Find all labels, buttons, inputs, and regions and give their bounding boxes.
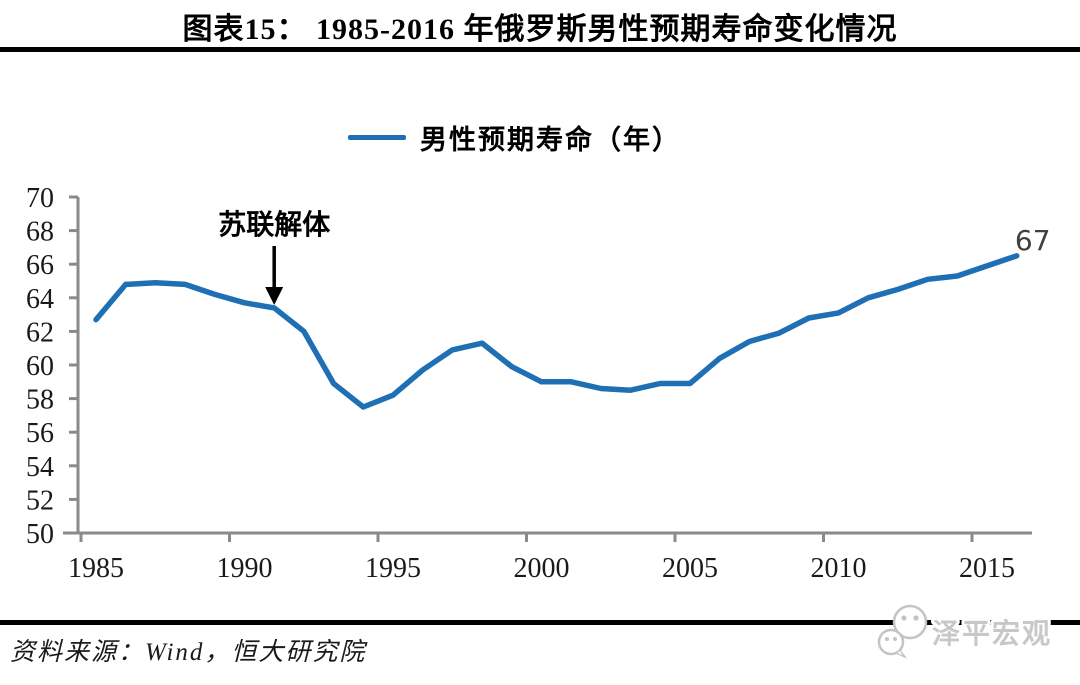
svg-text:54: 54 (26, 452, 54, 483)
chart-legend: 男性预期寿命（年） (348, 118, 681, 157)
svg-text:50: 50 (26, 519, 54, 550)
svg-text:62: 62 (26, 317, 54, 348)
figure-title: 图表15： 1985-2016 年俄罗斯男性预期寿命变化情况 (182, 13, 898, 46)
watermark-text: 泽平宏观 (932, 617, 1052, 650)
series-male-life-expectancy-line (93, 253, 1020, 410)
annotation-soviet-collapse: 苏联解体 (218, 208, 331, 305)
legend-line-swatch (348, 135, 406, 140)
svg-text:68: 68 (26, 217, 54, 248)
svg-text:1990: 1990 (217, 553, 273, 584)
annotation-arrowhead-icon (265, 287, 284, 305)
svg-text:2010: 2010 (811, 553, 867, 584)
end-value-label: 67 (1015, 224, 1051, 257)
svg-text:1985: 1985 (68, 553, 124, 584)
bottom-rule (0, 620, 1080, 625)
x-axis-tick-labels: 1985 1990 1995 2000 2005 2010 2015 (68, 553, 1015, 584)
watermark: 泽平宏观 (877, 604, 1053, 659)
data-source-note: 资料来源：Wind，恒大研究院 (10, 639, 367, 666)
axes (63, 195, 1032, 542)
legend-label: 男性预期寿命（年） (420, 125, 681, 155)
svg-text:56: 56 (26, 418, 54, 449)
svg-text:64: 64 (26, 284, 54, 315)
svg-text:70: 70 (26, 183, 54, 214)
svg-text:2000: 2000 (514, 553, 570, 584)
svg-text:2015: 2015 (959, 553, 1015, 584)
svg-text:58: 58 (26, 385, 54, 416)
svg-text:1995: 1995 (365, 553, 421, 584)
svg-text:60: 60 (26, 351, 54, 382)
wechat-icon (877, 604, 928, 659)
svg-text:2005: 2005 (662, 553, 718, 584)
annotation-text: 苏联解体 (218, 208, 331, 241)
top-rule (0, 47, 1080, 52)
svg-text:66: 66 (26, 250, 54, 281)
svg-text:52: 52 (26, 485, 54, 516)
